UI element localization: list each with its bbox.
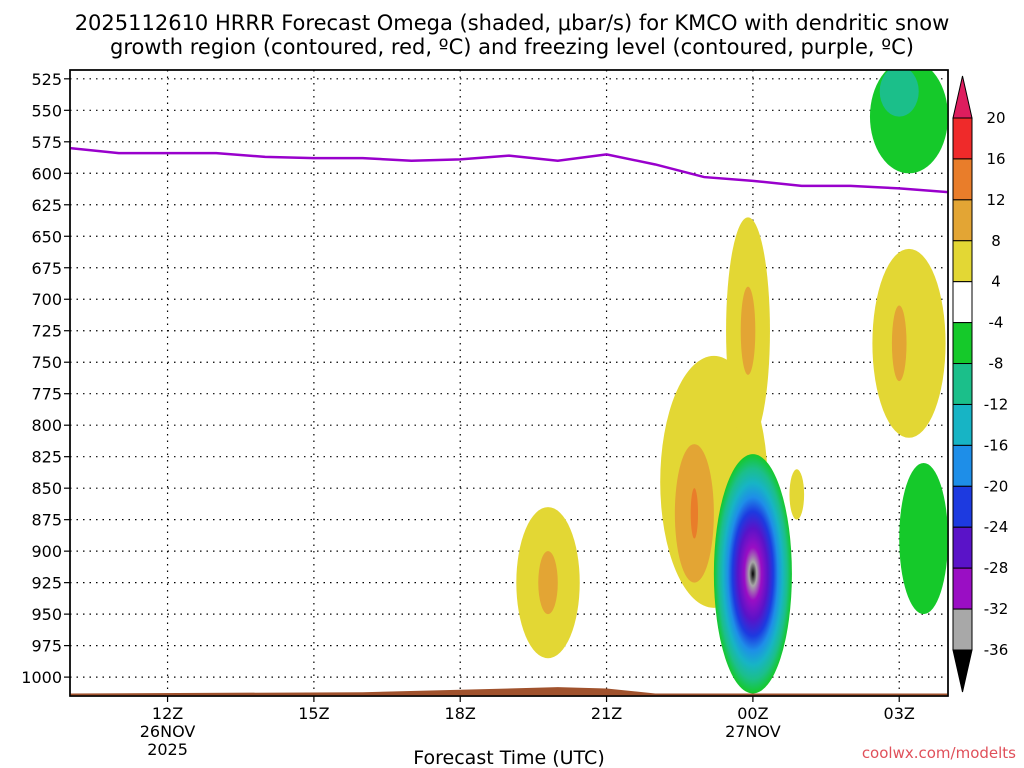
x-axis-label: Forecast Time (UTC) <box>413 747 604 768</box>
y-tick-label: 675 <box>31 259 62 278</box>
colorbar-label: 8 <box>991 232 1001 250</box>
credit-link[interactable]: coolwx.com/modelts <box>862 744 1016 762</box>
omega-shaded-region <box>713 454 792 694</box>
y-tick-label: 875 <box>31 511 62 530</box>
contour-lines <box>70 146 948 194</box>
y-tick-label: 650 <box>31 227 62 246</box>
omega-shaded-region <box>538 551 558 615</box>
colorbar-label: -4 <box>989 314 1004 332</box>
x-tick-label: 15Z <box>298 704 329 723</box>
colorbar-label: 4 <box>991 273 1001 291</box>
colorbar-band <box>952 403 973 446</box>
colorbar-label: -16 <box>984 436 1009 454</box>
y-tick-label: 850 <box>31 479 62 498</box>
omega-shading <box>70 70 948 696</box>
plot-frame <box>69 69 949 697</box>
omega-shaded-region <box>891 305 907 382</box>
y-axis: 525 550 575 600 625 650 675 700 725 750 775 800 825 8… <box>21 70 70 687</box>
colorbar-label: 20 <box>986 109 1005 127</box>
omega-shaded-region <box>789 469 805 520</box>
colorbar-label: -36 <box>984 641 1009 659</box>
x-tick-date-label: 27NOV <box>725 722 781 741</box>
colorbar-bottom-arrow <box>952 649 973 693</box>
omega-shaded-region <box>872 248 946 438</box>
y-tick-label: 625 <box>31 196 62 215</box>
x-tick-label: 12Z <box>152 704 183 723</box>
x-tick-year-label: 2025 <box>147 740 188 759</box>
colorbar-label: -28 <box>984 559 1009 577</box>
colorbar-band <box>952 240 973 283</box>
omega-colorbar: 20 16 12 8 4 -4 -8 -12 -16 -20 -24 -28 -32 -36 <box>952 75 1009 693</box>
x-tick-label: 00Z <box>737 704 768 723</box>
colorbar-band <box>952 281 973 324</box>
plot-area <box>69 69 949 697</box>
freezing-level-line <box>70 146 948 194</box>
x-tick-label: 21Z <box>591 704 622 723</box>
colorbar-band <box>952 199 973 242</box>
colorbar-band <box>952 322 973 365</box>
colorbar-band <box>952 526 973 569</box>
colorbar-band <box>952 444 973 487</box>
y-tick-label: 700 <box>31 290 62 309</box>
y-tick-label: 575 <box>31 133 62 152</box>
omega-shaded-region <box>740 286 756 375</box>
colorbar-label: 16 <box>986 150 1005 168</box>
chart-title-line-1: 2025112610 HRRR Forecast Omega (shaded, … <box>75 11 950 35</box>
x-tick-date-label: 26NOV <box>140 722 196 741</box>
x-tick-label: 18Z <box>445 704 476 723</box>
chart-title-line-2: growth region (contoured, red, ºC) and f… <box>110 35 914 59</box>
colorbar-label: -20 <box>984 477 1009 495</box>
y-tick-label: 750 <box>31 353 62 372</box>
colorbar-band <box>952 608 973 651</box>
colorbar-band <box>952 117 973 160</box>
y-tick-label: 800 <box>31 416 62 435</box>
colorbar-label: -8 <box>989 355 1004 373</box>
surface-terrain <box>70 687 948 696</box>
x-tick-label: 03Z <box>884 704 915 723</box>
omega-shaded-region <box>690 488 699 539</box>
colorbar-band <box>952 485 973 528</box>
y-tick-label: 900 <box>31 542 62 561</box>
colorbar-top-arrow <box>952 75 973 119</box>
colorbar-band <box>952 567 973 610</box>
omega-shaded-region <box>879 70 919 117</box>
y-tick-label: 825 <box>31 448 62 467</box>
colorbar-label: 12 <box>986 191 1005 209</box>
colorbar-label: -12 <box>984 395 1009 413</box>
colorbar-label: -32 <box>984 600 1009 618</box>
y-tick-label: 775 <box>31 385 62 404</box>
y-tick-label: 725 <box>31 322 62 341</box>
y-tick-label: 950 <box>31 605 62 624</box>
colorbar-label: -24 <box>984 518 1009 536</box>
y-tick-label: 925 <box>31 574 62 593</box>
colorbar-band <box>952 363 973 405</box>
y-tick-label: 550 <box>31 101 62 120</box>
omega-shaded-region <box>899 462 948 615</box>
y-tick-label: 600 <box>31 164 62 183</box>
plot-border <box>69 69 949 697</box>
y-tick-label: 525 <box>31 70 62 89</box>
y-tick-label: 1000 <box>21 668 62 687</box>
colorbar-band <box>952 158 973 201</box>
y-tick-label: 975 <box>31 637 62 656</box>
